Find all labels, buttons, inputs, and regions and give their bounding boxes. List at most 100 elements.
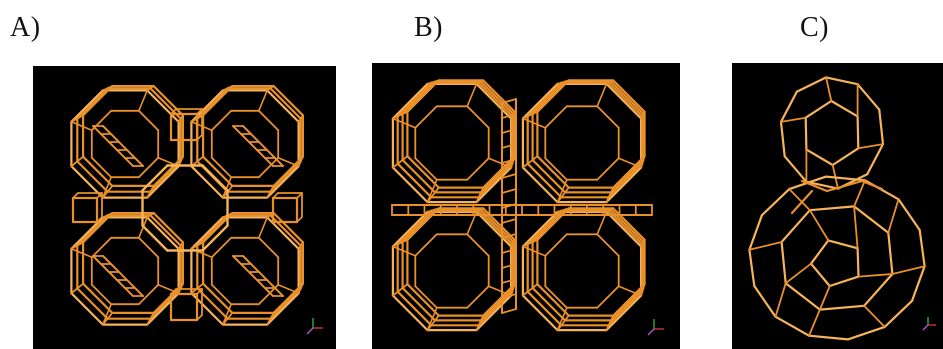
framework-bond <box>466 157 490 181</box>
framework-bond <box>774 315 811 337</box>
framework-bond <box>521 82 559 120</box>
framework-bond <box>866 142 885 176</box>
framework-bond <box>152 212 184 244</box>
framework-bond <box>479 286 515 322</box>
framework-bond <box>784 282 822 311</box>
framework-bond <box>607 290 644 327</box>
framework-bond <box>536 283 570 317</box>
framework-bond <box>272 282 304 314</box>
framework-bond <box>106 212 114 217</box>
framework-bond <box>526 159 534 165</box>
framework-bond <box>391 82 429 120</box>
framework-bond <box>482 79 516 113</box>
framework-bond <box>146 317 152 326</box>
framework-bond <box>76 241 84 247</box>
framework-bond <box>149 85 155 90</box>
framework-bond <box>202 282 234 314</box>
framework-bond <box>210 236 233 259</box>
framework-bond <box>70 287 79 295</box>
framework-bond <box>853 205 859 250</box>
framework-bond <box>70 117 79 123</box>
framework-bond <box>819 285 831 311</box>
framework-bond <box>226 85 234 90</box>
framework-bond <box>391 294 429 332</box>
framework-bond <box>269 160 302 193</box>
framework-bond <box>521 210 559 248</box>
framework-bond <box>760 187 791 217</box>
framework-bond <box>853 179 866 208</box>
framework-bond <box>396 162 433 199</box>
framework-bond <box>146 89 180 123</box>
framework-bond <box>81 85 114 117</box>
framework-bond <box>556 178 568 203</box>
framework-bond <box>269 85 275 90</box>
framework-bond <box>779 120 786 158</box>
framework-bond <box>106 85 114 90</box>
framework-bond <box>780 209 812 244</box>
framework-bond <box>257 236 280 259</box>
framework-bond <box>146 190 152 199</box>
framework-bond <box>856 83 881 111</box>
framework-bond <box>480 186 485 194</box>
framework-bond <box>179 241 184 247</box>
framework-bond <box>146 292 180 326</box>
framework-bond <box>266 190 272 199</box>
framework-bond <box>396 290 433 327</box>
framework-bond <box>605 210 643 248</box>
framework-bond <box>152 282 184 314</box>
framework-bond <box>391 290 399 297</box>
framework-bond <box>434 207 440 211</box>
framework-bond <box>401 110 409 115</box>
framework-render-a <box>33 66 336 349</box>
framework-bond <box>157 284 180 294</box>
framework-bond <box>392 117 417 129</box>
framework-bond <box>170 108 177 115</box>
framework-bond <box>269 87 302 120</box>
framework-bond <box>857 273 894 278</box>
framework-bond <box>809 262 831 288</box>
framework-bond <box>857 143 884 150</box>
framework-bond <box>96 216 103 223</box>
framework-bond <box>137 283 160 306</box>
framework-bond <box>856 115 860 150</box>
framework-bond <box>196 314 203 321</box>
framework-bond <box>911 265 926 302</box>
framework-bond <box>612 79 646 113</box>
framework-bond <box>480 207 485 211</box>
framework-bond <box>396 159 404 165</box>
framework-bond <box>475 294 513 332</box>
framework-bond <box>501 128 517 134</box>
framework-bond <box>299 114 304 120</box>
framework-structure-a <box>70 85 323 335</box>
framework-bond <box>818 304 866 311</box>
axis-triad-icon <box>306 318 323 335</box>
framework-bond <box>610 314 615 322</box>
framework-bond <box>642 283 646 289</box>
framework-bond <box>242 255 284 297</box>
framework-bond <box>536 79 570 113</box>
framework-bond <box>531 80 567 116</box>
framework-bond <box>501 188 517 194</box>
framework-bond <box>296 216 303 223</box>
framework-bond <box>299 155 304 163</box>
framework-bond <box>102 176 112 199</box>
framework-bond <box>96 192 103 199</box>
framework-bond <box>536 207 570 241</box>
framework-bond <box>137 236 160 259</box>
framework-bond <box>70 292 104 326</box>
framework-bond <box>918 228 926 268</box>
framework-bond <box>277 157 300 167</box>
framework-bond <box>526 287 534 293</box>
framework-bond <box>607 191 612 199</box>
framework-bond <box>258 216 268 239</box>
framework-bond <box>475 82 513 120</box>
framework-bond <box>406 207 440 241</box>
framework-bond <box>642 110 646 115</box>
framework-bond <box>152 155 184 188</box>
framework-bond <box>92 125 134 167</box>
framework-bond <box>272 85 304 117</box>
framework-bond <box>406 155 440 189</box>
framework-bond <box>522 117 547 129</box>
framework-bond <box>102 255 144 297</box>
framework-bond <box>272 155 304 188</box>
